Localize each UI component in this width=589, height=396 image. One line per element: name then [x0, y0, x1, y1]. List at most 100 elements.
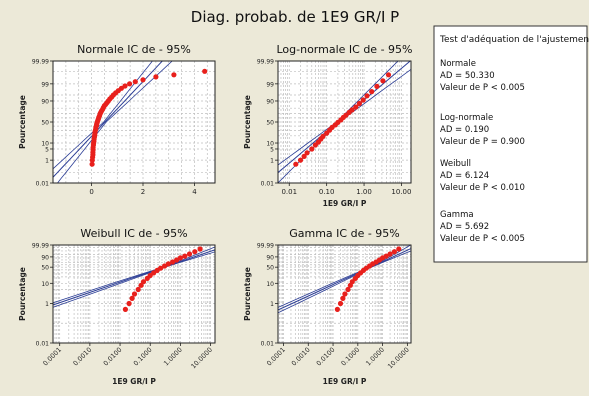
- panel1-group: Normale IC de - 95% 0.01 1 510 50 90 99 99.99 Po…: [18, 43, 216, 196]
- gof-weibull-name: Weibull: [440, 159, 471, 169]
- gof-lognormal-ad: AD = 0.190: [440, 125, 489, 135]
- panel1-point-44: [171, 72, 177, 78]
- panel2-point-21: [360, 97, 366, 103]
- panel3-point-12: [162, 263, 168, 269]
- panel1-ytick-label-4: 50: [41, 120, 49, 127]
- gof-normal-ad: AD = 50.330: [440, 71, 495, 81]
- panel2-points: [293, 72, 392, 167]
- panel3-point-4: [135, 286, 141, 293]
- panel3-point-0: [122, 306, 128, 312]
- panel2-point-0: [293, 161, 299, 167]
- panel2-ytick-label-4: 50: [266, 120, 274, 127]
- panel2-point-20: [356, 100, 362, 107]
- panel2-xtick-label-3: 10.00: [391, 188, 411, 196]
- panel3-ytick-label-4: 90: [41, 254, 49, 261]
- panel4-ytick-label-2: 10: [266, 281, 274, 288]
- panel3-frame: [52, 244, 216, 344]
- panel1-ytick-label-0: 0.01: [36, 181, 50, 188]
- panel1-ytick-label-7: 99.99: [32, 59, 49, 66]
- gof-lognormal-name: Log-normale: [440, 113, 493, 123]
- panel1-ylabel: Pourcentage: [18, 95, 27, 149]
- panel3-point-13: [165, 261, 171, 267]
- panel4-point-1: [337, 300, 344, 307]
- panel1-xtick-label-0: 0: [89, 188, 93, 196]
- panel2-ytick-label-7: 99.99: [257, 59, 274, 66]
- panel2-xtick-label-0: 0.01: [281, 188, 297, 196]
- panel4-point-2: [340, 295, 346, 301]
- panel2-ytick-label-6: 99: [266, 81, 274, 88]
- panel2-xlabel: 1E9 GR/I P: [323, 199, 367, 208]
- gof-normal-p: Valeur de P < 0.005: [440, 83, 525, 93]
- panel4-title: Gamma IC de - 95%: [289, 227, 400, 240]
- panel1-point-41: [132, 79, 138, 85]
- panel1-ytick-label-6: 99: [41, 81, 49, 88]
- panel2-point-8: [320, 133, 326, 139]
- panel3-point-20: [197, 246, 203, 252]
- panel1-points: [89, 68, 208, 167]
- panel2-point-18: [349, 107, 355, 113]
- panel2-point-24: [374, 83, 380, 89]
- panel3-point-19: [192, 249, 198, 255]
- panel2-ytick-label-5: 90: [266, 98, 274, 105]
- gof-panel-frame: [433, 25, 588, 263]
- panel4-point-6: [349, 279, 355, 285]
- panel3-point-16: [177, 255, 183, 261]
- panel3-point-1: [126, 300, 132, 307]
- panel3-ytick-label-0: 0.01: [36, 341, 50, 348]
- panel4-point-0: [334, 306, 340, 312]
- panel3-point-2: [129, 295, 135, 301]
- panel2-point-25: [380, 78, 386, 84]
- panel3-ytick-label-3: 50: [41, 265, 49, 272]
- panel4-points: [334, 246, 402, 312]
- panel2-xtick-label-2: 1.00: [356, 188, 372, 196]
- panel3-points: [122, 246, 203, 312]
- panel4-ytick-label-3: 50: [266, 265, 274, 272]
- panel1-point-43: [153, 74, 159, 80]
- panel2-point-19: [353, 104, 359, 110]
- panel1-ci-upper: [57, 61, 173, 183]
- panel3-point-3: [131, 291, 138, 297]
- panel4-ytick-label-5: 99.99: [257, 243, 274, 250]
- panel3-point-11: [158, 265, 164, 271]
- panel1-point-42: [140, 77, 146, 83]
- panel3-ytick-label-5: 99.99: [32, 243, 49, 250]
- panel3-point-14: [170, 259, 176, 265]
- panel2-ytick-label-0: 0.01: [261, 181, 275, 188]
- panel3-ci-lower: [53, 246, 215, 304]
- figure-title: Diag. probab. de 1E9 GR/I P: [191, 8, 399, 26]
- panel4-ylabel: Pourcentage: [243, 267, 252, 321]
- panel2-ytick-label-1: 1: [270, 158, 274, 165]
- panel4-point-3: [342, 291, 348, 297]
- panel2-xtick-label-1: 0.10: [319, 188, 335, 196]
- panel3-title: Weibull IC de - 95%: [80, 227, 187, 240]
- panel2-group: Log-normale IC de - 95% 0.01 1 510 50 90 99 99.…: [243, 43, 413, 208]
- panel1-xtick-label-1: 2: [141, 188, 145, 196]
- panel3-xlabel: 1E9 GR/I P: [112, 377, 156, 386]
- panel3-point-6: [140, 279, 147, 285]
- panel1-ytick-label-1: 1: [45, 158, 49, 165]
- probability-panels: Normale IC de - 95%0.01151050909999.99Po…: [18, 43, 413, 386]
- panel4-ytick-label-4: 90: [266, 254, 274, 261]
- panel2-point-2: [301, 153, 307, 159]
- panel3-point-18: [186, 251, 193, 257]
- panel1-ytick-label-5: 90: [41, 98, 49, 105]
- panel3-group: Weibull IC de - 95% 0.01 1 10 50 90 99.99 Pourc…: [18, 227, 216, 386]
- panel2-point-23: [369, 89, 375, 95]
- panel4-point-18: [387, 251, 393, 257]
- panel4-frame: [277, 244, 412, 344]
- panel1-point-45: [202, 68, 208, 74]
- gof-gamma-name: Gamma: [440, 210, 474, 220]
- panel1-xtick-label-2: 4: [192, 188, 197, 196]
- panel2-title: Log-normale IC de - 95%: [276, 43, 412, 56]
- gof-weibull-p: Valeur de P < 0.010: [440, 183, 525, 193]
- panel1-point-40: [127, 81, 133, 87]
- panel1-ytick-label-2: 5: [45, 146, 49, 153]
- panel2-point-3: [304, 150, 310, 156]
- panel1-point-39: [122, 83, 128, 89]
- panel3-ylabel: Pourcentage: [18, 267, 27, 321]
- panel2-point-26: [385, 72, 392, 78]
- panel3-point-17: [182, 253, 188, 259]
- panel1-title: Normale IC de - 95%: [77, 43, 191, 56]
